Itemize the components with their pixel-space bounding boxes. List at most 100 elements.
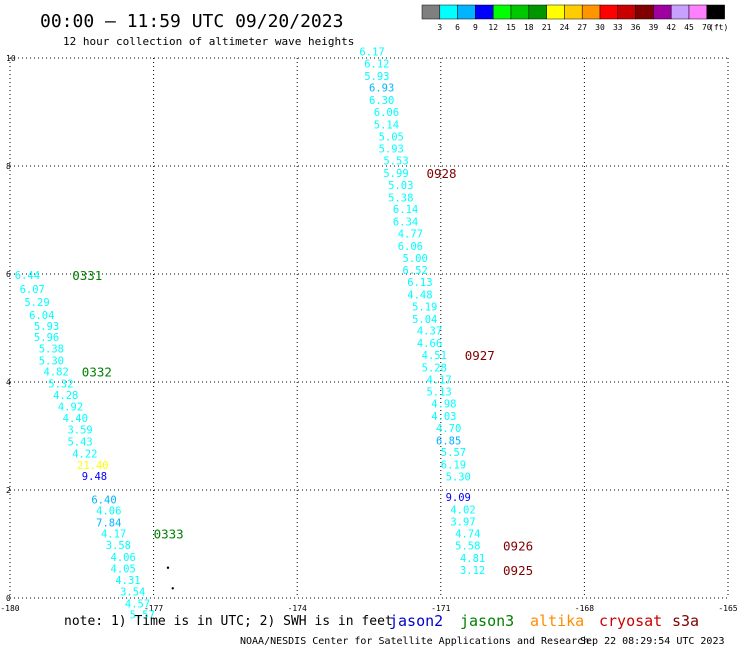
data-points: 6.446.075.296.045.935.965.385.304.825.32… <box>15 47 485 622</box>
data-point-value: 4.81 <box>460 553 485 565</box>
legend-swatch <box>581 4 601 20</box>
legend-bin-label: 36 <box>631 23 641 32</box>
legend-swatch <box>617 4 636 20</box>
data-point-value: 4.06 <box>96 506 121 518</box>
data-point-value: 5.58 <box>455 541 480 553</box>
data-point-value: 9.48 <box>82 471 107 483</box>
time-labels: 0331 0332 0333 0928 0927 0926 0925 <box>72 166 533 578</box>
pass-time-label: 0927 <box>465 348 495 363</box>
data-point-value: 5.30 <box>39 355 64 367</box>
data-point-value: 5.29 <box>24 297 49 309</box>
x-tick-label: -177 <box>144 604 163 613</box>
footer-credit: NOAA/NESDIS Center for Satellite Applica… <box>240 636 589 647</box>
data-point-value: 6.44 <box>15 270 40 282</box>
data-point-value: 4.31 <box>115 575 140 587</box>
pass-time-label: 0925 <box>503 563 533 578</box>
y-tick-label: 2 <box>6 486 11 495</box>
data-point-value: 5.05 <box>379 131 404 143</box>
data-point-value: 4.51 <box>422 350 447 362</box>
data-point-value: 5.99 <box>383 168 408 180</box>
data-point-value: 4.74 <box>455 529 480 541</box>
data-point-value: 6.17 <box>359 47 384 59</box>
data-point-value: 5.57 <box>441 447 466 459</box>
legend-bin-label: 6 <box>455 23 460 32</box>
data-point-value: 6.04 <box>29 310 54 322</box>
data-point-value: 4.98 <box>431 399 456 411</box>
data-point-value: 4.05 <box>111 563 136 575</box>
data-point-value: 6.06 <box>398 241 423 253</box>
data-point-value: 6.12 <box>364 58 389 70</box>
data-point-value: 6.06 <box>374 107 399 119</box>
legend-bin-label: 30 <box>595 23 605 32</box>
footer-note: note: 1) Time is in UTC; 2) SWH is in fe… <box>64 614 393 629</box>
x-tick-label: -180 <box>0 604 19 613</box>
data-point-value: 5.57 <box>130 610 155 622</box>
y-tick-label: 8 <box>6 162 11 171</box>
y-tick-label: 10 <box>6 54 16 63</box>
legend-bin-label: 33 <box>613 23 623 32</box>
legend-bin-label: 27 <box>577 23 587 32</box>
data-point-value: 5.93 <box>364 71 389 83</box>
data-point-value: 5.28 <box>422 362 447 374</box>
legend-bin-label: 42 <box>666 23 676 32</box>
data-point-value: 5.03 <box>388 180 413 192</box>
legend-bin-label: 39 <box>649 23 659 32</box>
legend-swatch <box>421 4 441 20</box>
satellite-jason3: jason3 <box>460 612 514 630</box>
legend-swatch <box>439 4 458 20</box>
legend-swatch <box>475 4 494 20</box>
pass-time-label: 0331 <box>72 268 102 283</box>
data-point-value: 4.70 <box>436 423 461 435</box>
data-point-value: 3.97 <box>450 516 475 528</box>
point-markers <box>166 566 174 590</box>
legend-bin-label: 24 <box>560 23 570 32</box>
data-point-value: 4.02 <box>450 504 475 516</box>
data-point-value: 4.37 <box>417 326 442 338</box>
pass-time-label: 0332 <box>82 365 112 380</box>
point-marker <box>171 587 174 590</box>
x-tick-label: -171 <box>431 604 450 613</box>
data-point-value: 5.19 <box>412 301 437 313</box>
data-point-value: 5.13 <box>426 387 451 399</box>
data-point-value: 5.00 <box>403 253 428 265</box>
x-tick-labels: -180 -177 -174 -171 -168 -165 <box>0 604 737 613</box>
data-point-value: 5.38 <box>39 344 64 356</box>
data-point-value: 5.38 <box>388 192 413 204</box>
data-point-value: 4.40 <box>63 413 88 425</box>
y-tick-label: 4 <box>6 378 11 387</box>
legend-bin-label: 70 <box>702 23 712 32</box>
data-point-value: 5.30 <box>446 472 471 484</box>
data-point-value: 4.66 <box>417 338 442 350</box>
legend-bin-label: 18 <box>524 23 534 32</box>
legend-swatch <box>670 4 690 20</box>
satellite-legend: jason2 jason3 altika cryosat s3a <box>389 612 699 630</box>
y-tick-labels: 0 2 4 6 8 10 <box>6 54 16 603</box>
data-point-value: 6.30 <box>369 95 394 107</box>
data-point-value: 4.82 <box>44 367 69 379</box>
footer-timestamp: Sep 22 08:29:54 UTC 2023 <box>580 636 725 647</box>
data-point-value: 6.85 <box>436 435 461 447</box>
data-point-value: 6.34 <box>393 217 418 229</box>
chart-title: 00:00 – 11:59 UTC 09/20/2023 <box>40 11 343 32</box>
pass-time-label: 0928 <box>426 166 456 181</box>
legend-swatch <box>457 4 476 20</box>
point-marker <box>166 566 170 569</box>
data-point-value: 6.19 <box>441 460 466 472</box>
data-point-value: 4.22 <box>72 448 97 460</box>
data-point-value: 6.40 <box>91 495 116 507</box>
y-tick-label: 0 <box>6 594 11 603</box>
data-point-value: 7.84 <box>96 517 121 529</box>
data-point-value: 4.92 <box>58 401 83 413</box>
data-point-value: 5.93 <box>34 321 59 333</box>
y-tick-label: 6 <box>6 270 11 279</box>
data-point-value: 6.52 <box>403 265 428 277</box>
data-point-value: 3.54 <box>120 587 145 599</box>
data-point-value: 6.14 <box>393 204 418 216</box>
pass-time-label: 0333 <box>154 527 184 542</box>
data-point-value: 4.77 <box>398 229 423 241</box>
legend-swatch <box>492 4 512 20</box>
data-point-value: 6.13 <box>407 277 432 289</box>
x-tick-label: -174 <box>288 604 307 613</box>
